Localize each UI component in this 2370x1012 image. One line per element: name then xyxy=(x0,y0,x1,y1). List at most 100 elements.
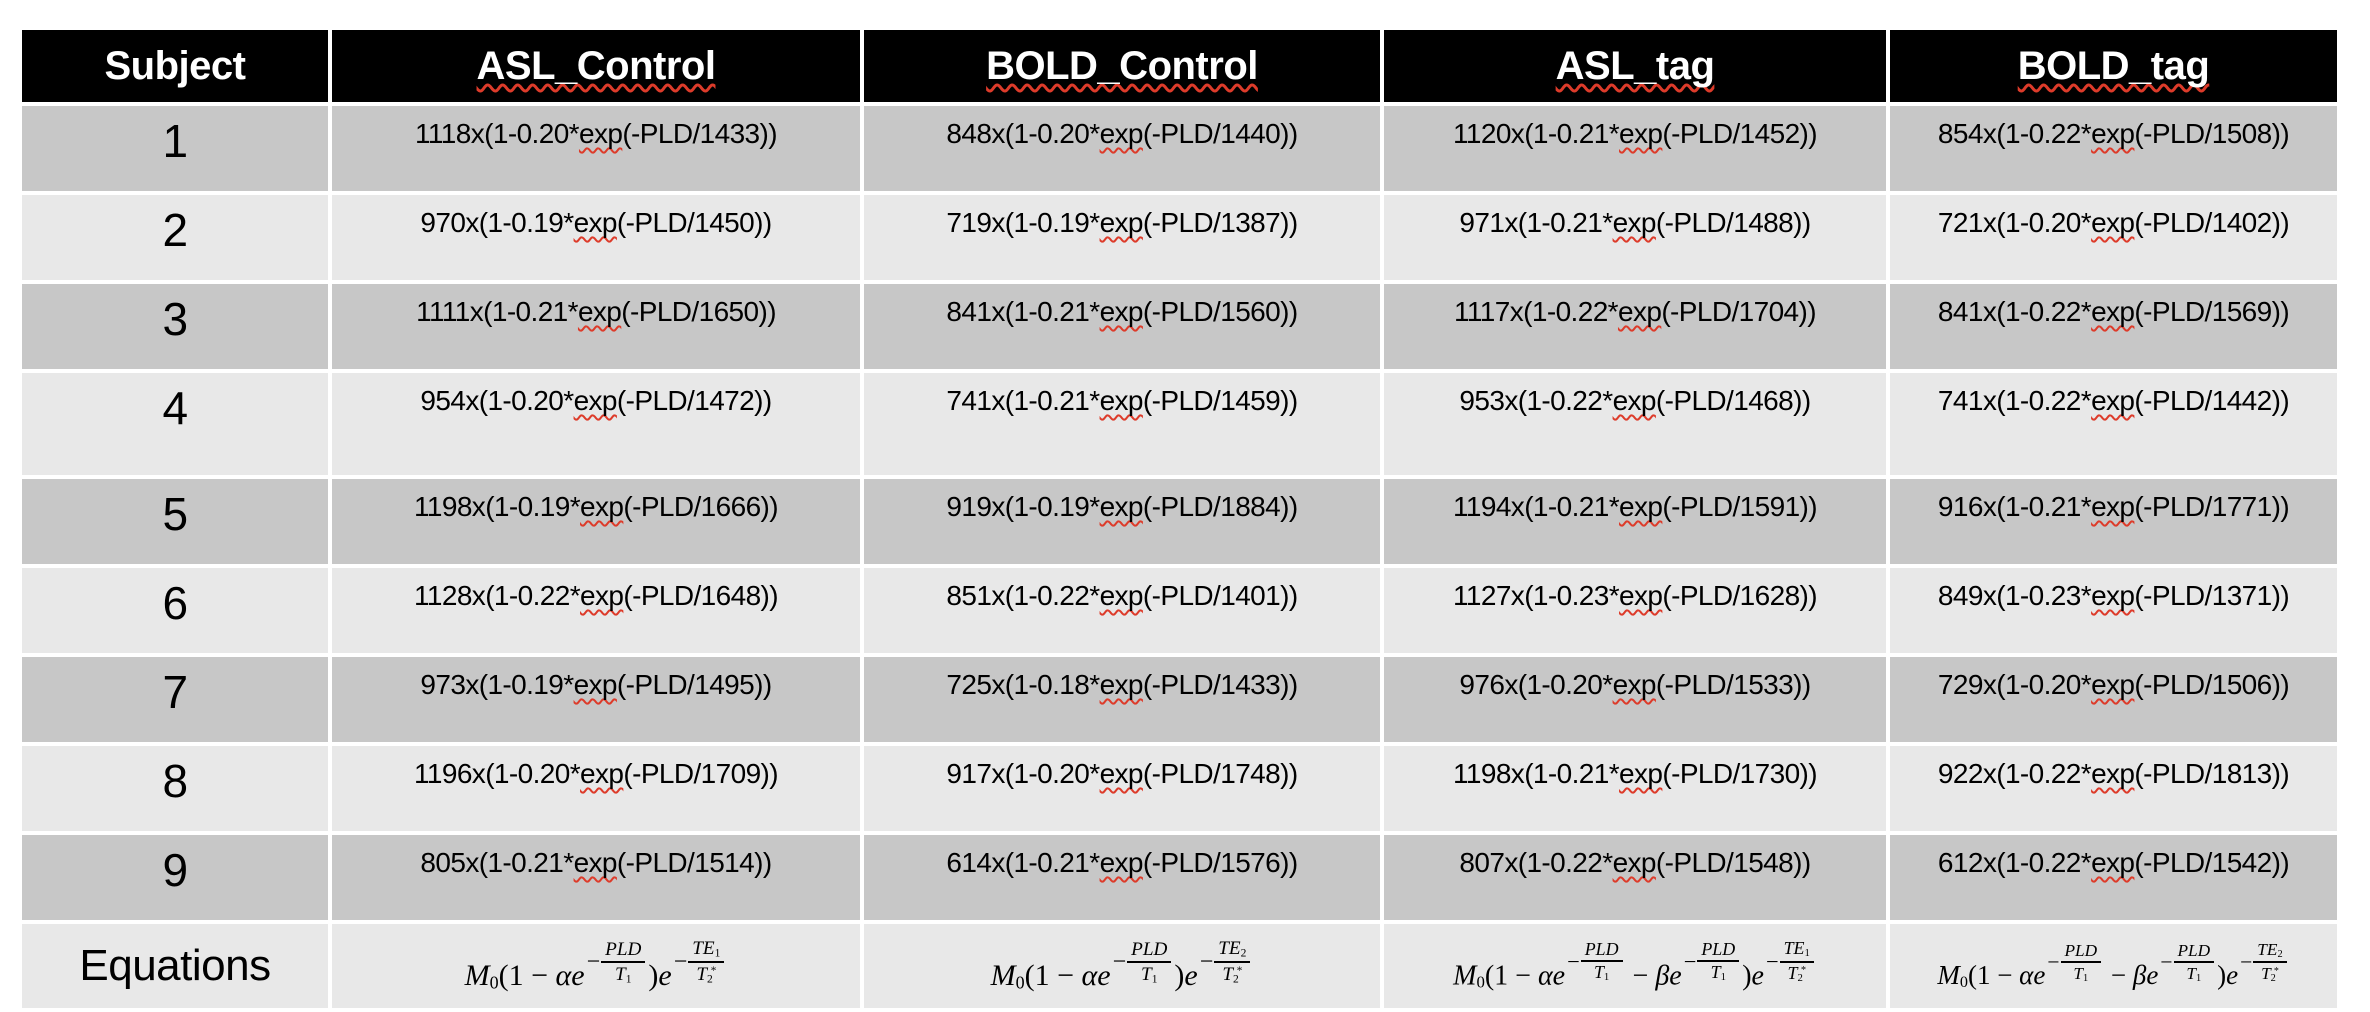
formula-cell: 719x(1-0.19*exp(-PLD/1387)) xyxy=(864,195,1380,280)
column-header-subject: Subject xyxy=(22,30,328,102)
formula-cell: 922x(1-0.22*exp(-PLD/1813)) xyxy=(1890,746,2337,831)
misspelled-word-exp: exp xyxy=(1612,669,1657,700)
misspelled-word-exp: exp xyxy=(1099,491,1144,522)
formula-cell: 849x(1-0.23*exp(-PLD/1371)) xyxy=(1890,568,2337,653)
formula-cell: 1117x(1-0.22*exp(-PLD/1704)) xyxy=(1384,284,1886,369)
misspelled-word-exp: exp xyxy=(2091,669,2135,700)
misspelled-word-exp: exp xyxy=(1612,207,1657,238)
table-row: 2 970x(1-0.19*exp(-PLD/1450)) 719x(1-0.1… xyxy=(22,195,2337,280)
formula-cell: 1118x(1-0.20*exp(-PLD/1433)) xyxy=(332,106,860,191)
misspelled-word-exp: exp xyxy=(580,491,624,522)
formula-cell: 729x(1-0.20*exp(-PLD/1506)) xyxy=(1890,657,2337,742)
misspelled-word-exp: exp xyxy=(2091,758,2135,789)
formula-cell: 954x(1-0.20*exp(-PLD/1472)) xyxy=(332,373,860,475)
column-header-bold-control: BOLD_Control xyxy=(864,30,1380,102)
misspelled-word-exp: exp xyxy=(1099,669,1144,700)
formula-cell: 854x(1-0.22*exp(-PLD/1508)) xyxy=(1890,106,2337,191)
misspelled-word-exp: exp xyxy=(2091,207,2135,238)
formula-cell: 807x(1-0.22*exp(-PLD/1548)) xyxy=(1384,835,1886,920)
table-row: 1 1118x(1-0.20*exp(-PLD/1433)) 848x(1-0.… xyxy=(22,106,2337,191)
formula-cell: 841x(1-0.21*exp(-PLD/1560)) xyxy=(864,284,1380,369)
formula-cell: 805x(1-0.21*exp(-PLD/1514)) xyxy=(332,835,860,920)
equation-cell-bold-control: M0(1 − αe − PLD T1)e − TE2 T2* xyxy=(864,924,1380,1008)
subject-cell: 7 xyxy=(22,657,328,742)
subject-equations-table: Subject ASL_Control BOLD_Control ASL_tag… xyxy=(18,26,2341,1012)
misspelled-word-exp: exp xyxy=(1099,207,1144,238)
misspelled-word-exp: exp xyxy=(2091,847,2135,878)
subject-cell: 4 xyxy=(22,373,328,475)
subject-cell: 8 xyxy=(22,746,328,831)
equation-cell-asl-control: M0(1 − αe − PLD T1)e − TE1 T2* xyxy=(332,924,860,1008)
formula-cell: 612x(1-0.22*exp(-PLD/1542)) xyxy=(1890,835,2337,920)
formula-cell: 1198x(1-0.21*exp(-PLD/1730)) xyxy=(1384,746,1886,831)
formula-cell: 1196x(1-0.20*exp(-PLD/1709)) xyxy=(332,746,860,831)
header-label: BOLD_Control xyxy=(986,43,1258,88)
subject-cell: 9 xyxy=(22,835,328,920)
misspelled-word-exp: exp xyxy=(1099,118,1144,149)
misspelled-word-exp: exp xyxy=(580,758,624,789)
formula-cell: 848x(1-0.20*exp(-PLD/1440)) xyxy=(864,106,1380,191)
header-row: Subject ASL_Control BOLD_Control ASL_tag… xyxy=(22,30,2337,102)
formula-cell: 970x(1-0.19*exp(-PLD/1450)) xyxy=(332,195,860,280)
misspelled-word-exp: exp xyxy=(1612,385,1657,416)
subject-cell: 3 xyxy=(22,284,328,369)
formula-cell: 841x(1-0.22*exp(-PLD/1569)) xyxy=(1890,284,2337,369)
formula-cell: 741x(1-0.22*exp(-PLD/1442)) xyxy=(1890,373,2337,475)
formula-cell: 614x(1-0.21*exp(-PLD/1576)) xyxy=(864,835,1380,920)
misspelled-word-exp: exp xyxy=(573,385,618,416)
misspelled-word-exp: exp xyxy=(1099,847,1144,878)
header-label: BOLD_tag xyxy=(2017,43,2210,88)
misspelled-word-exp: exp xyxy=(2091,385,2135,416)
formula-cell: 976x(1-0.20*exp(-PLD/1533)) xyxy=(1384,657,1886,742)
formula-cell: 919x(1-0.19*exp(-PLD/1884)) xyxy=(864,479,1380,564)
formula-cell: 953x(1-0.22*exp(-PLD/1468)) xyxy=(1384,373,1886,475)
misspelled-word-exp: exp xyxy=(1617,296,1662,327)
misspelled-word-exp: exp xyxy=(573,847,618,878)
formula-cell: 1128x(1-0.22*exp(-PLD/1648)) xyxy=(332,568,860,653)
misspelled-word-exp: exp xyxy=(580,580,624,611)
misspelled-word-exp: exp xyxy=(573,669,618,700)
misspelled-word-exp: exp xyxy=(1099,296,1144,327)
subject-cell: 6 xyxy=(22,568,328,653)
header-label: ASL_tag xyxy=(1555,43,1715,88)
misspelled-word-exp: exp xyxy=(2091,491,2135,522)
formula-cell: 851x(1-0.22*exp(-PLD/1401)) xyxy=(864,568,1380,653)
equation: M0(1 − αe − PLD T1)e − TE2 T2* xyxy=(991,938,1254,994)
table-row: 6 1128x(1-0.22*exp(-PLD/1648)) 851x(1-0.… xyxy=(22,568,2337,653)
formula-cell: 971x(1-0.21*exp(-PLD/1488)) xyxy=(1384,195,1886,280)
equation: M0(1 − αe − PLD T1 − βe − PLD T1)e − TE1 T2* xyxy=(1453,938,1817,993)
equation: M0(1 − αe − PLD T1 − βe − PLD T1)e − TE2 T2* xyxy=(1937,940,2289,992)
equation: M0(1 − αe − PLD T1)e − TE1 T2* xyxy=(465,938,728,994)
formula-cell: 1194x(1-0.21*exp(-PLD/1591)) xyxy=(1384,479,1886,564)
equation-cell-asl-tag: M0(1 − αe − PLD T1 − βe − PLD T1)e − TE1 T2* xyxy=(1384,924,1886,1008)
equation-cell-bold-tag: M0(1 − αe − PLD T1 − βe − PLD T1)e − TE2 T2* xyxy=(1890,924,2337,1008)
misspelled-word-exp: exp xyxy=(2091,118,2135,149)
misspelled-word-exp: exp xyxy=(1619,118,1663,149)
formula-cell: 916x(1-0.21*exp(-PLD/1771)) xyxy=(1890,479,2337,564)
table-row: 5 1198x(1-0.19*exp(-PLD/1666)) 919x(1-0.… xyxy=(22,479,2337,564)
equations-label: Equations xyxy=(22,924,328,1008)
subject-cell: 5 xyxy=(22,479,328,564)
misspelled-word-exp: exp xyxy=(1619,580,1663,611)
column-header-asl-control: ASL_Control xyxy=(332,30,860,102)
misspelled-word-exp: exp xyxy=(1619,758,1663,789)
formula-cell: 1127x(1-0.23*exp(-PLD/1628)) xyxy=(1384,568,1886,653)
formula-cell: 725x(1-0.18*exp(-PLD/1433)) xyxy=(864,657,1380,742)
misspelled-word-exp: exp xyxy=(577,296,622,327)
subject-cell: 1 xyxy=(22,106,328,191)
header-label: ASL_Control xyxy=(476,43,716,88)
misspelled-word-exp: exp xyxy=(1612,847,1657,878)
formula-cell: 1120x(1-0.21*exp(-PLD/1452)) xyxy=(1384,106,1886,191)
misspelled-word-exp: exp xyxy=(1099,758,1144,789)
formula-cell: 1198x(1-0.19*exp(-PLD/1666)) xyxy=(332,479,860,564)
formula-cell: 721x(1-0.20*exp(-PLD/1402)) xyxy=(1890,195,2337,280)
formula-cell: 741x(1-0.21*exp(-PLD/1459)) xyxy=(864,373,1380,475)
column-header-asl-tag: ASL_tag xyxy=(1384,30,1886,102)
equations-row: Equations M0(1 − αe − PLD T1)e − TE1 T2* M0(1 … xyxy=(22,924,2337,1008)
misspelled-word-exp: exp xyxy=(578,118,623,149)
subject-cell: 2 xyxy=(22,195,328,280)
misspelled-word-exp: exp xyxy=(1619,491,1663,522)
table-row: 3 1111x(1-0.21*exp(-PLD/1650)) 841x(1-0.… xyxy=(22,284,2337,369)
table-row: 8 1196x(1-0.20*exp(-PLD/1709)) 917x(1-0.… xyxy=(22,746,2337,831)
table-row: 9 805x(1-0.21*exp(-PLD/1514)) 614x(1-0.2… xyxy=(22,835,2337,920)
